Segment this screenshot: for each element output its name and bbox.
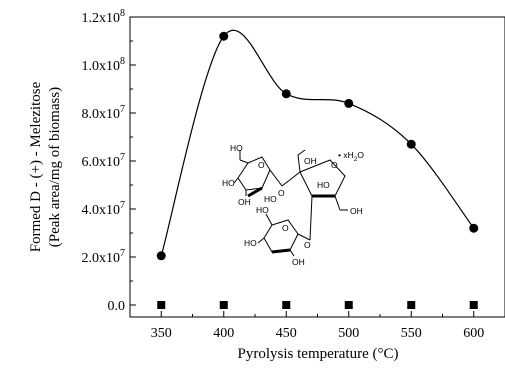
melezitose-structure-image: HO O HO OH HO O OH HO O OH HO O HO OH O … [222, 143, 364, 267]
y-tick-label: 2.0x107 [82, 248, 126, 266]
struct-label-ho-c: HO [317, 180, 330, 190]
hydrate-label-main: • xH [338, 150, 354, 160]
y-tick-label-mantissa: 0.0 [108, 299, 126, 314]
bond-link-o1b [281, 171, 301, 187]
x-tick-label: 500 [338, 326, 359, 341]
x-tick-label: 450 [276, 326, 297, 341]
y-tick-label: 0.0 [108, 299, 126, 314]
y-tick-label: 8.0x107 [82, 104, 126, 122]
x-tick-label: 550 [401, 326, 422, 341]
series-1-point [157, 301, 166, 309]
struct-label-oh-c: OH [350, 206, 363, 216]
struct-label-ho-d: HO [256, 205, 269, 215]
y-axis-title-line1: Formed D - (+) - Melezitose [28, 81, 44, 252]
series-0-point [219, 31, 229, 41]
series-1-point [469, 301, 478, 309]
bond-ho-e [257, 237, 265, 244]
struct-label-ho-b: HO [264, 194, 277, 204]
y-axis-title-group: Formed D - (+) - Melezitose (Peak area/m… [28, 81, 63, 252]
bond-link-o2 [309, 195, 313, 241]
series-0-point [406, 139, 416, 149]
x-axis: 350 400 450 500 550 600 [129, 311, 505, 341]
y-tick-label-mantissa: 6.0x10 [82, 155, 121, 170]
struct-label-ho-top: HO [230, 143, 243, 153]
y-tick-label-exponent: 7 [120, 152, 125, 163]
y-tick-label-exponent: 7 [120, 248, 125, 259]
y-tick-label: 1.0x108 [82, 56, 126, 74]
series-0-point [156, 251, 166, 261]
y-axis-title-line2: (Peak area/mg of biomass) [47, 87, 63, 247]
x-tick-label: 350 [151, 326, 172, 341]
bond-ch2oh-right [334, 195, 341, 211]
y-tick-label-mantissa: 1.0x10 [82, 59, 121, 74]
bond-link-o1 [269, 169, 283, 187]
struct-label-o-link2: O [304, 240, 311, 250]
y-tick-label: 6.0x107 [82, 152, 126, 170]
series-1-point [219, 301, 228, 309]
series-layer [156, 29, 479, 309]
struct-label-o-ring-top: O [258, 160, 265, 170]
y-tick-label-exponent: 8 [120, 8, 125, 19]
bond-link-o2b [297, 233, 311, 241]
series-1-point [282, 301, 291, 309]
bond-oh-d [289, 249, 295, 257]
y-tick-label-exponent: 7 [120, 200, 125, 211]
bond-ch2oh-mid [297, 154, 301, 173]
y-axis: 0.02.0x1074.0x1076.0x1078.0x1071.0x1081.… [82, 8, 136, 314]
series-1-point [344, 301, 353, 309]
y-tick-label-exponent: 8 [120, 56, 125, 67]
ring-bold-edge-3 [271, 248, 291, 254]
series-0-point [469, 223, 479, 233]
struct-label-ho-a: HO [222, 178, 235, 188]
hydrate-label-sub: 2 [354, 156, 358, 163]
x-tick-label: 400 [213, 326, 234, 341]
struct-label-ho-e: HO [244, 238, 257, 248]
y-tick-label-mantissa: 8.0x10 [82, 107, 121, 122]
struct-label-oh-d: OH [292, 257, 305, 267]
y-tick-label: 1.2x108 [82, 8, 126, 26]
bond-ho-a [233, 177, 239, 184]
bond-ho-d [265, 213, 273, 226]
y-tick-label: 4.0x107 [82, 200, 126, 218]
y-tick-label-mantissa: 2.0x10 [82, 251, 121, 266]
ring-bold-edge-1 [247, 186, 263, 198]
struct-label-oh-b: OH [304, 156, 317, 166]
series-1-point [407, 301, 416, 309]
hydrate-label: • xH2O [338, 150, 364, 163]
x-axis-title: Pyrolysis temperature (°C) [238, 346, 399, 362]
y-tick-label-mantissa: 1.2x10 [82, 11, 121, 26]
series-0-point [344, 98, 354, 108]
y-tick-label-exponent: 7 [120, 104, 125, 115]
y-tick-label-mantissa: 4.0x10 [82, 203, 121, 218]
x-tick-label: 600 [463, 326, 484, 341]
struct-label-oh-a: OH [238, 197, 251, 207]
bond-ch2oh-top [239, 159, 249, 164]
series-0-point [281, 89, 291, 99]
hydrate-label-tail: O [357, 150, 364, 160]
furanose-ring [299, 159, 346, 197]
bond-oh-b [297, 149, 306, 156]
struct-label-o-link1: O [278, 188, 285, 198]
struct-label-o-ring-right: O [331, 160, 338, 170]
struct-label-o-ring-bottom: O [282, 223, 289, 233]
